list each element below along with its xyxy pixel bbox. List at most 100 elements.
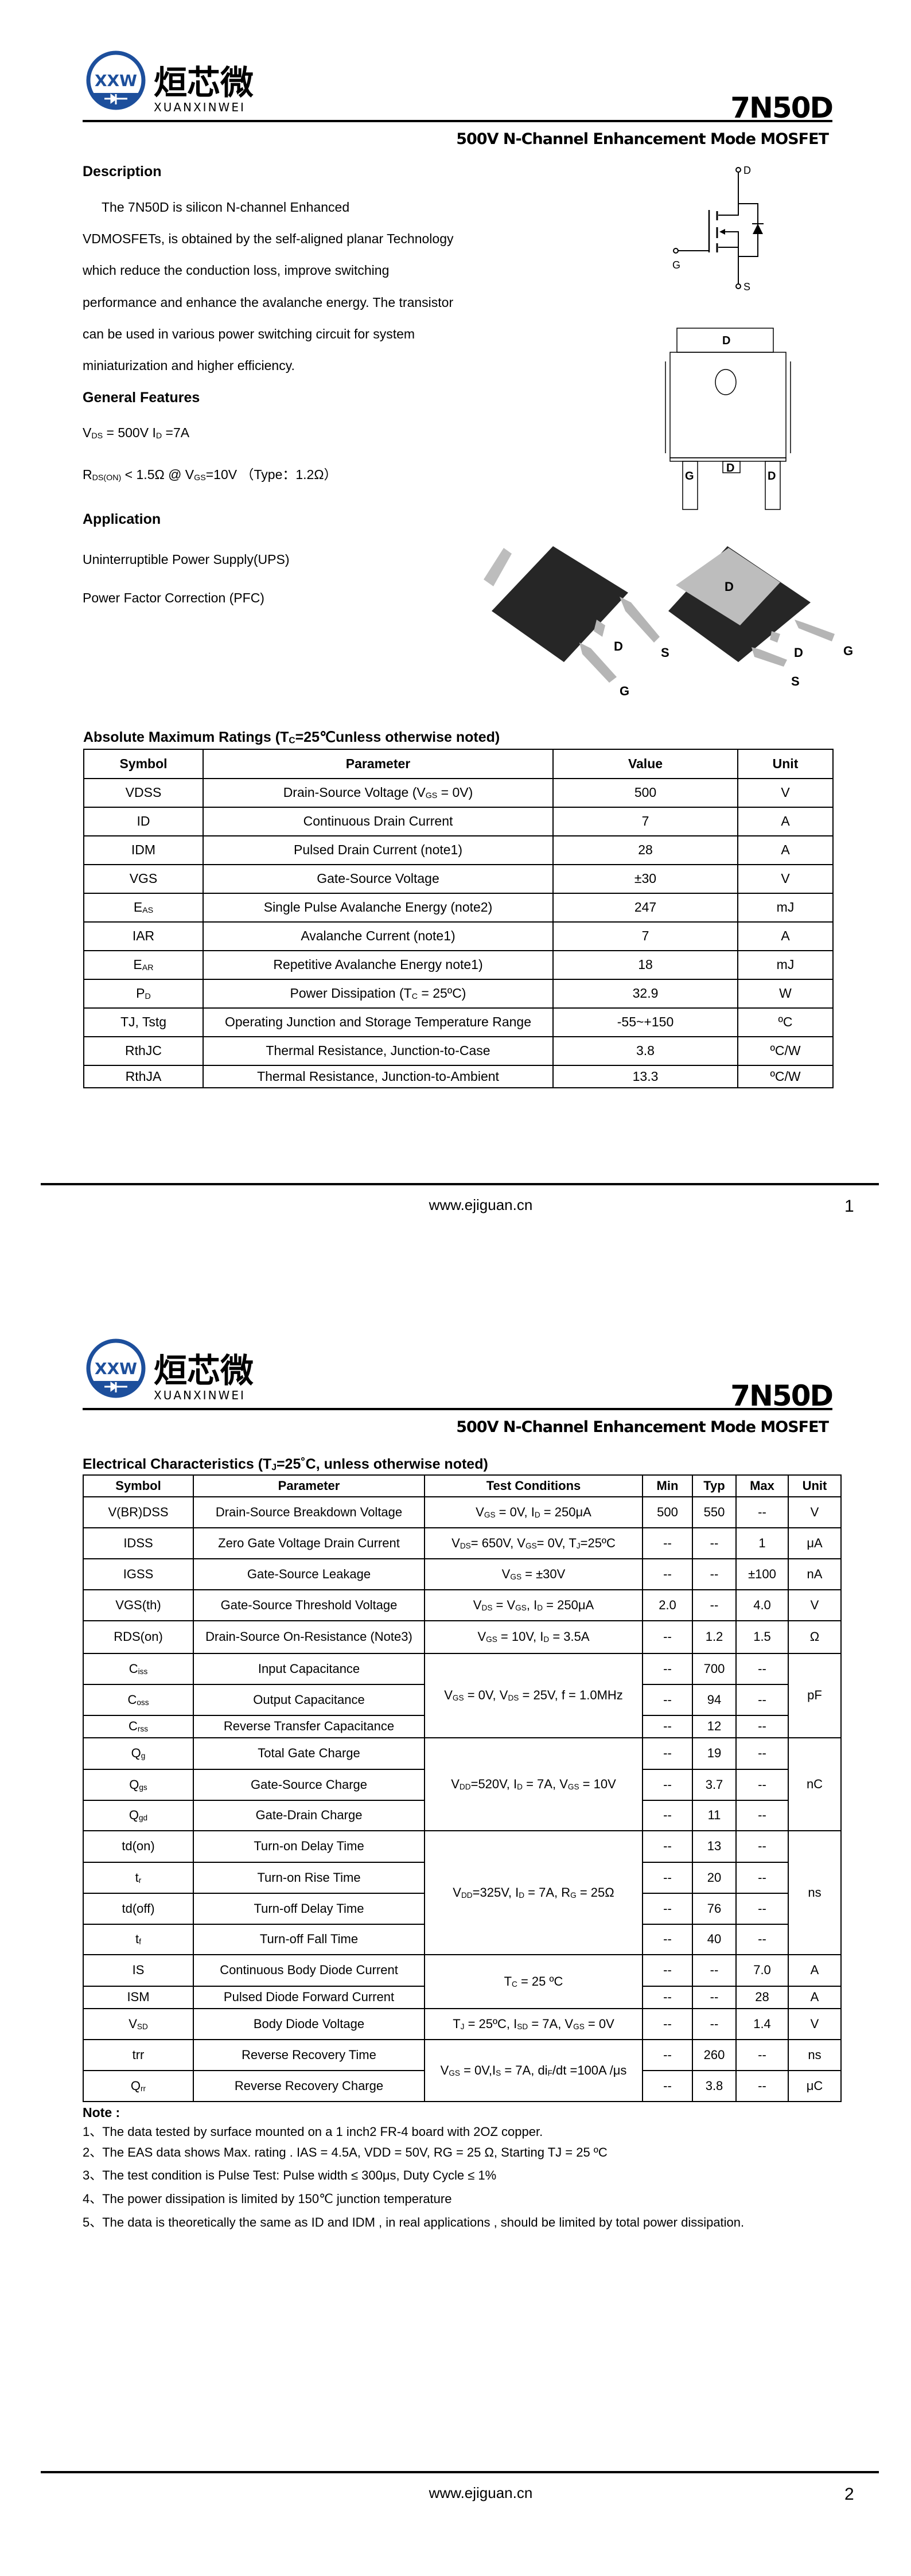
text-run: C (129, 1661, 138, 1676)
text-run: VGS(th) (115, 1597, 161, 1612)
subscript: F (547, 2068, 552, 2077)
text-run: = 250μA (540, 1504, 591, 1519)
subscript: DS (91, 431, 103, 441)
text-run: Drain-Source Voltage (V (283, 785, 426, 800)
column-header: Unit (788, 1474, 842, 1497)
min-cell: -- (642, 1954, 693, 1987)
symbol-cell: EAR (83, 950, 204, 980)
text-run: ID (137, 814, 150, 829)
subscript: DS(ON) (92, 473, 122, 483)
text-run: = 250μA (543, 1597, 594, 1612)
package-tab-label: D (722, 334, 730, 347)
symbol-cell: Qgd (83, 1800, 194, 1831)
subscript: GS (425, 791, 438, 801)
text-run: RthJA (125, 1068, 162, 1084)
subscript: SD (137, 2022, 148, 2031)
text-run: = 25ºC, I (464, 2016, 517, 2031)
text-run: = 0V (584, 2016, 614, 2031)
text-run: =25˚C, unless otherwise noted) (276, 1456, 488, 1472)
table-row: IDM Pulsed Drain Current (note1) 28 A (83, 835, 834, 865)
text-run: Drain-Source Breakdown Voltage (215, 1504, 403, 1519)
symbol-cell: IAR (83, 921, 204, 951)
parameter-cell: Pulsed Drain Current (note1) (203, 835, 554, 865)
table-row: EAS Single Pulse Avalanche Energy (note2)… (83, 893, 834, 923)
feature-rdson: RDS(ON) < 1.5Ω @ VGS=10V （Type：1.2Ω） (83, 467, 337, 483)
svg-text:S: S (791, 674, 800, 688)
text-run: = 0V, V (464, 1688, 508, 1703)
min-cell: -- (642, 1684, 693, 1716)
parameter-cell: Continuous Drain Current (203, 807, 554, 836)
subscript: G (570, 1890, 577, 1900)
text-run: = 25 ºC (517, 1974, 563, 1989)
max-cell: 7.0 (735, 1954, 789, 1987)
text-run: C (127, 1692, 137, 1707)
unit-cell: pF (788, 1653, 842, 1738)
text-run: V (781, 785, 790, 800)
symbol-cell: TJ, Tstg (83, 1007, 204, 1037)
subscript: iss (138, 1667, 148, 1676)
footer-website-link[interactable]: www.ejiguan.cn (429, 1196, 533, 1213)
text-run: /dt =100A /μs (552, 2063, 627, 2077)
min-cell: 500 (642, 1496, 693, 1528)
text-run: RDS(on) (114, 1629, 163, 1644)
elec-title: Electrical Characteristics (TJ=25˚C, unl… (83, 1457, 488, 1472)
test-conditions-cell: VGS = 0V, ID = 250μA (424, 1496, 643, 1528)
table-header-row: Symbol Parameter Value Unit (83, 749, 834, 779)
subscript: D (537, 1603, 543, 1612)
text-run: 13.3 (632, 1068, 659, 1084)
subscript: GS (449, 2068, 460, 2077)
text-run: =520V, I (470, 1776, 517, 1791)
text-run: Absolute Maximum Ratings (T (83, 729, 289, 745)
header-rule (83, 1408, 832, 1410)
symbol-cell: Qg (83, 1737, 194, 1770)
unit-cell: ns (788, 2039, 842, 2071)
part-number: 7N50D (730, 1379, 834, 1412)
text-run: = 0V) (437, 785, 473, 800)
typ-cell: 3.7 (692, 1769, 737, 1801)
footer-rule (41, 2471, 879, 2473)
text-run: RthJC (125, 1043, 162, 1059)
subscript: GS (525, 1541, 537, 1550)
symbol-cell: Qrr (83, 2070, 194, 2102)
subscript: D (145, 992, 151, 1002)
description-line: performance and enhance the avalanche en… (83, 295, 454, 310)
subscript: C (512, 1979, 517, 1989)
subscript: gd (138, 1814, 148, 1823)
text-run: Q (129, 1808, 139, 1823)
text-run: Total Gate Charge (258, 1746, 360, 1761)
column-header: Min (642, 1474, 693, 1497)
text-run: ºC (778, 1014, 793, 1030)
text-run: V (451, 1535, 460, 1550)
parameter-cell: Repetitive Avalanche Energy note1) (203, 950, 554, 980)
max-cell: 28 (735, 1986, 789, 2009)
table-row: VDSS Drain-Source Voltage (VGS = 0V) 500 V (83, 778, 834, 808)
table-row: Ciss Input Capacitance VGS = 0V, VDS = 25V… (83, 1653, 842, 1738)
description-line: The 7N50D is silicon N-channel Enhanced (102, 200, 350, 215)
parameter-cell: Thermal Resistance, Junction-to-Ambient (203, 1065, 554, 1088)
symbol-cell: Ciss (83, 1653, 194, 1685)
table-row: Coss Output Capacitance -- 94 -- (83, 1684, 841, 1716)
table-row: ISM Pulsed Diode Forward Current -- -- 28 A (83, 1986, 842, 2009)
subscript: D (517, 1782, 523, 1791)
subscript: DD (461, 1890, 473, 1900)
max-cell: -- (735, 1684, 789, 1716)
text-run: = 0V, T (536, 1535, 577, 1550)
footer-website-link[interactable]: www.ejiguan.cn (429, 2484, 533, 2501)
text-run: 247 (634, 900, 657, 915)
text-run: 28 (638, 842, 653, 858)
text-run: 500 (634, 785, 657, 800)
text-run: V (129, 2016, 137, 2031)
symbol-cell: tf (83, 1924, 194, 1955)
value-cell: 247 (552, 893, 738, 923)
table-row: IS Continuous Body Diode Current TC = 25 º… (83, 1954, 842, 2009)
unit-cell: A (737, 835, 834, 865)
text-run: =7A (162, 425, 190, 440)
max-cell: ±100 (735, 1558, 789, 1590)
subscript: S (496, 2068, 501, 2077)
text-run: R (83, 467, 92, 482)
text-run: Gate-Drain Charge (255, 1808, 363, 1823)
text-run: Pulsed Diode Forward Current (223, 1990, 395, 2005)
column-header: Parameter (203, 749, 554, 779)
subscript: C (289, 736, 295, 746)
table-row: RthJC Thermal Resistance, Junction-to-Cas… (83, 1036, 834, 1066)
